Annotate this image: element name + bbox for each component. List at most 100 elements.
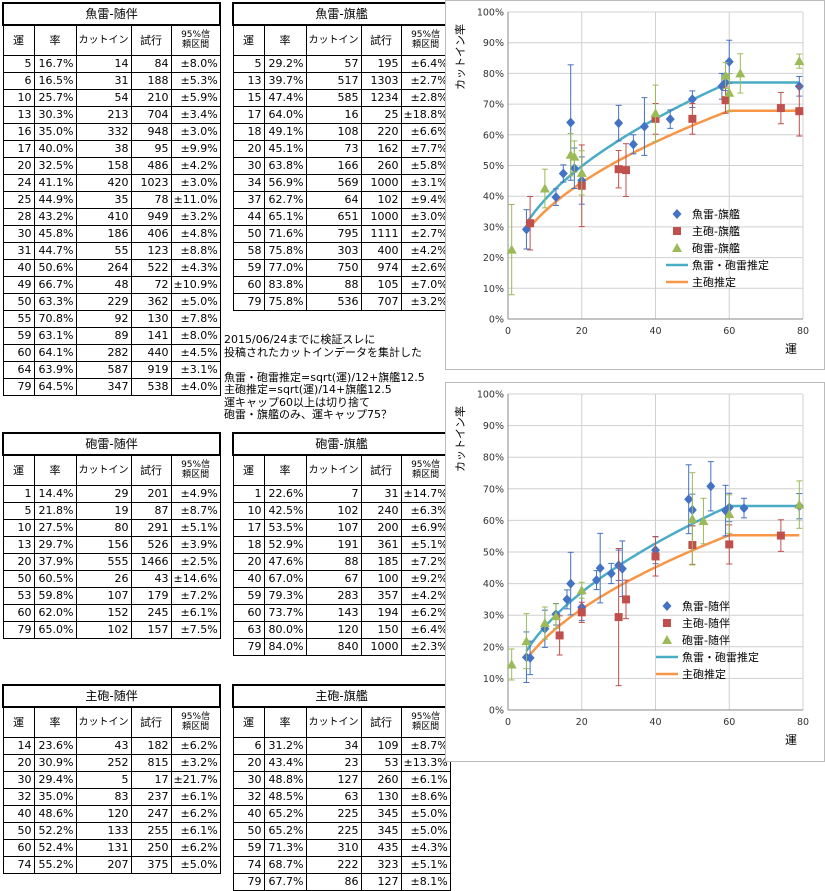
- estimate-line: [525, 533, 800, 661]
- cell-trials: 974: [360, 258, 402, 277]
- cell-ci: ±4.2%: [400, 241, 451, 260]
- table-row: 24 41.1% 420 1023 ±3.0%: [2, 173, 221, 192]
- cell-unit: 40: [232, 804, 265, 823]
- data-point: [622, 595, 630, 604]
- header-unit: 運: [232, 454, 265, 486]
- data-point: [724, 56, 734, 67]
- cell-trials: 25: [360, 105, 402, 124]
- cell-ci: ±7.7%: [400, 139, 451, 158]
- cell-ci: ±5.0%: [170, 855, 221, 874]
- cell-rate: 52.2%: [33, 821, 77, 840]
- cell-cutin: 536: [305, 292, 362, 311]
- y-tick-label: 80%: [483, 69, 504, 80]
- data-point: [614, 613, 623, 622]
- legend-label: 主砲推定: [682, 667, 726, 681]
- data-point: [569, 151, 580, 161]
- cell-trials: 526: [130, 535, 172, 554]
- table-row: 58 75.8% 303 400 ±4.2%: [232, 241, 451, 260]
- cell-unit: 50: [2, 292, 35, 311]
- cell-rate: 65.1%: [263, 207, 307, 226]
- cell-trials: 72: [130, 275, 172, 294]
- cell-unit: 6: [232, 736, 265, 755]
- note-line: 2015/06/24までに検証スレに: [224, 333, 376, 346]
- x-tick-label: 60: [723, 717, 735, 728]
- cell-ci: ±18.8%: [400, 105, 451, 124]
- cell-cutin: 14: [75, 54, 132, 73]
- data-point: [592, 575, 601, 586]
- cell-ci: ±7.2%: [400, 552, 451, 571]
- header-confidence: 95%信 頼区間: [170, 706, 221, 738]
- cell-ci: ±2.3%: [400, 637, 451, 656]
- cell-rate: 84.0%: [263, 637, 307, 656]
- cell-cutin: 5: [75, 770, 132, 789]
- cell-trials: 123: [130, 241, 172, 260]
- cell-trials: 538: [130, 377, 172, 396]
- legend-swatch: [672, 243, 682, 252]
- cell-rate: 70.8%: [33, 309, 77, 328]
- cell-cutin: 229: [75, 292, 132, 311]
- cell-ci: ±8.0%: [170, 54, 221, 73]
- cell-cutin: 55: [75, 241, 132, 260]
- cell-ci: ±3.1%: [170, 360, 221, 379]
- cell-rate: 45.1%: [263, 139, 307, 158]
- cell-unit: 40: [2, 804, 35, 823]
- cell-ci: ±8.6%: [400, 787, 451, 806]
- cell-ci: ±9.9%: [170, 139, 221, 158]
- cell-cutin: 225: [305, 821, 362, 840]
- cell-rate: 64.0%: [263, 105, 307, 124]
- header-rate: 率: [33, 706, 77, 738]
- cell-trials: 1234: [360, 88, 402, 107]
- table-row: 50 71.6% 795 1111 ±2.7%: [232, 224, 451, 243]
- cell-rate: 16.5%: [33, 71, 77, 90]
- cell-cutin: 225: [305, 804, 362, 823]
- y-tick-label: 60%: [483, 516, 504, 527]
- table-title: 魚雷-随伴: [1, 2, 222, 26]
- cell-trials: 78: [130, 190, 172, 209]
- cell-rate: 67.7%: [263, 872, 307, 891]
- cell-rate: 29.7%: [33, 535, 77, 554]
- cell-rate: 68.7%: [263, 855, 307, 874]
- legend-swatch: [672, 209, 682, 219]
- table-row: 59 63.1% 89 141 ±8.0%: [2, 326, 221, 345]
- table-row: 20 32.5% 158 486 ±4.2%: [2, 156, 221, 175]
- cell-trials: 188: [130, 71, 172, 90]
- header-cutin: カットイン: [75, 454, 132, 486]
- cell-trials: 375: [130, 855, 172, 874]
- cell-trials: 237: [130, 787, 172, 806]
- cell-ci: ±4.5%: [170, 343, 221, 362]
- cell-cutin: 283: [305, 586, 362, 605]
- cell-ci: ±6.1%: [170, 603, 221, 622]
- table-title: 砲雷-随伴: [1, 432, 222, 456]
- cell-trials: 1023: [130, 173, 172, 192]
- table-row: 18 52.9% 191 361 ±5.1%: [232, 535, 451, 554]
- cell-trials: 130: [360, 787, 402, 806]
- cell-unit: 5: [2, 501, 35, 520]
- cell-unit: 53: [2, 586, 35, 605]
- header-confidence: 95%信 頼区間: [400, 454, 451, 486]
- cell-trials: 919: [130, 360, 172, 379]
- cell-unit: 58: [232, 241, 265, 260]
- header-rate: 率: [33, 24, 77, 56]
- cell-trials: 17: [130, 770, 172, 789]
- data-point: [724, 509, 735, 519]
- header-cutin: カットイン: [75, 706, 132, 738]
- cell-rate: 22.6%: [263, 484, 307, 503]
- table-row: 60 83.8% 88 105 ±7.0%: [232, 275, 451, 294]
- cell-cutin: 347: [75, 377, 132, 396]
- cell-unit: 15: [232, 88, 265, 107]
- table-row: 10 27.5% 80 291 ±5.1%: [2, 518, 221, 537]
- chart-escort: 0% 10% 20% 30% 40% 50% 60% 70% 80% 90% 100% 0 20 40 60…: [445, 382, 825, 762]
- legend-swatch: [673, 227, 681, 235]
- y-tick-label: 60%: [483, 130, 504, 141]
- y-tick-label: 70%: [483, 100, 504, 111]
- cell-rate: 32.5%: [33, 156, 77, 175]
- series-triangle: [506, 53, 805, 296]
- cell-trials: 323: [360, 855, 402, 874]
- table-row: 32 35.0% 83 237 ±6.1%: [2, 787, 221, 806]
- cell-unit: 60: [2, 343, 35, 362]
- table-row: 59 79.3% 283 357 ±4.2%: [232, 586, 451, 605]
- cell-trials: 704: [130, 105, 172, 124]
- cell-unit: 32: [2, 787, 35, 806]
- cell-ci: ±3.4%: [170, 105, 221, 124]
- cell-trials: 345: [360, 804, 402, 823]
